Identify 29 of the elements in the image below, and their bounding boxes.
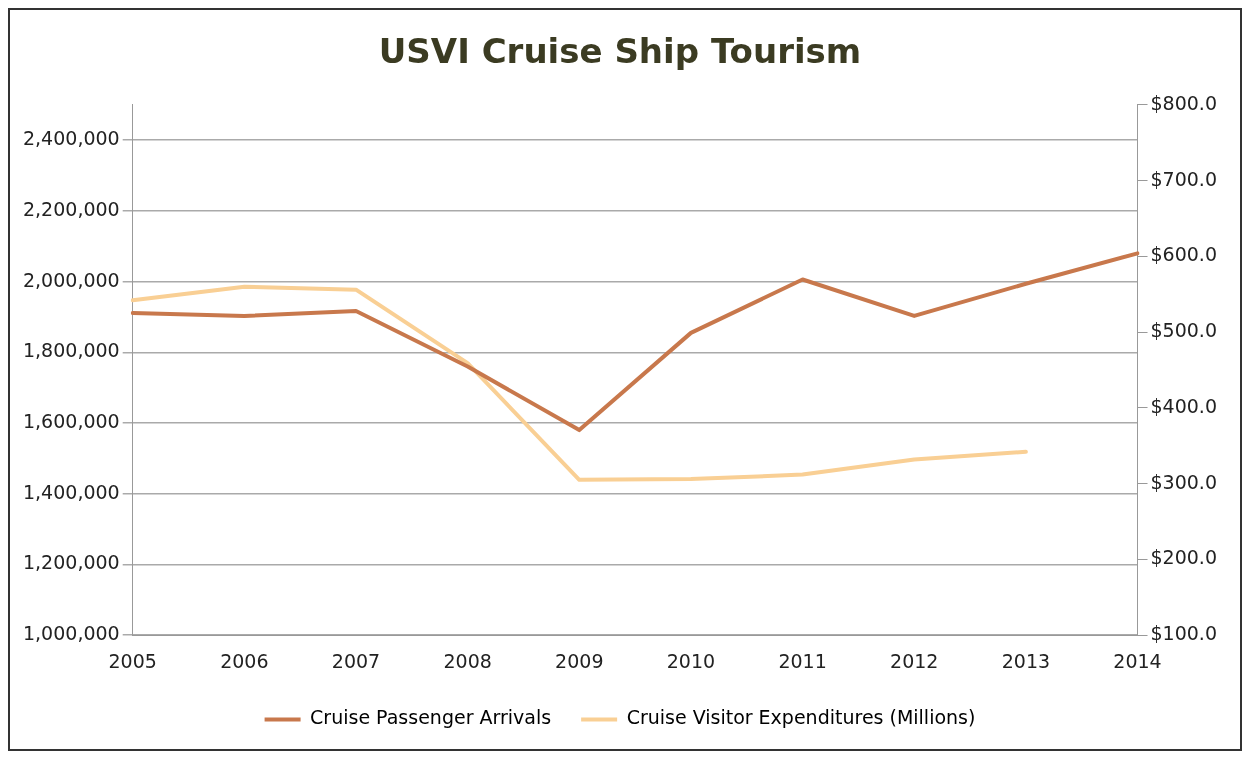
y2-tick-label: $500.0 [1150,319,1217,342]
x-tick-label: 2014 [1113,649,1162,672]
x-tick-label: 2011 [778,649,827,672]
x-tick-label: 2012 [890,649,939,672]
y-tick-label: 2,000,000 [22,268,120,291]
y2-tick-label: $800.0 [1150,91,1217,114]
y-tick-label: 2,400,000 [22,127,120,150]
y2-tick-label: $700.0 [1150,167,1217,190]
y2-tick-label: $300.0 [1150,470,1217,493]
y-tick-label: 1,200,000 [22,551,120,574]
y-tick-label: 1,800,000 [22,339,120,362]
y-tick-label: 1,600,000 [22,409,120,432]
y-tick-label: 1,000,000 [22,622,120,645]
x-tick-label: 2013 [1001,649,1051,672]
y2-tick-label: $600.0 [1150,243,1217,266]
y-tick-label: 1,400,000 [22,480,120,503]
y2-tick-label: $200.0 [1150,546,1217,569]
legend-label: Cruise Passenger Arrivals [310,706,552,729]
chart-title: USVI Cruise Ship Tourism [378,31,862,72]
y2-tick-label: $400.0 [1150,394,1217,417]
x-tick-label: 2010 [666,649,716,672]
x-tick-label: 2006 [220,649,269,672]
legend-label: Cruise Visitor Expenditures (Millions) [626,706,976,729]
y2-tick-label: $100.0 [1150,622,1217,645]
y-tick-label: 2,200,000 [22,197,120,220]
x-tick-label: 2009 [555,649,604,672]
x-tick-label: 2005 [108,649,157,672]
x-tick-label: 2008 [443,649,492,672]
x-tick-label: 2007 [331,649,381,672]
